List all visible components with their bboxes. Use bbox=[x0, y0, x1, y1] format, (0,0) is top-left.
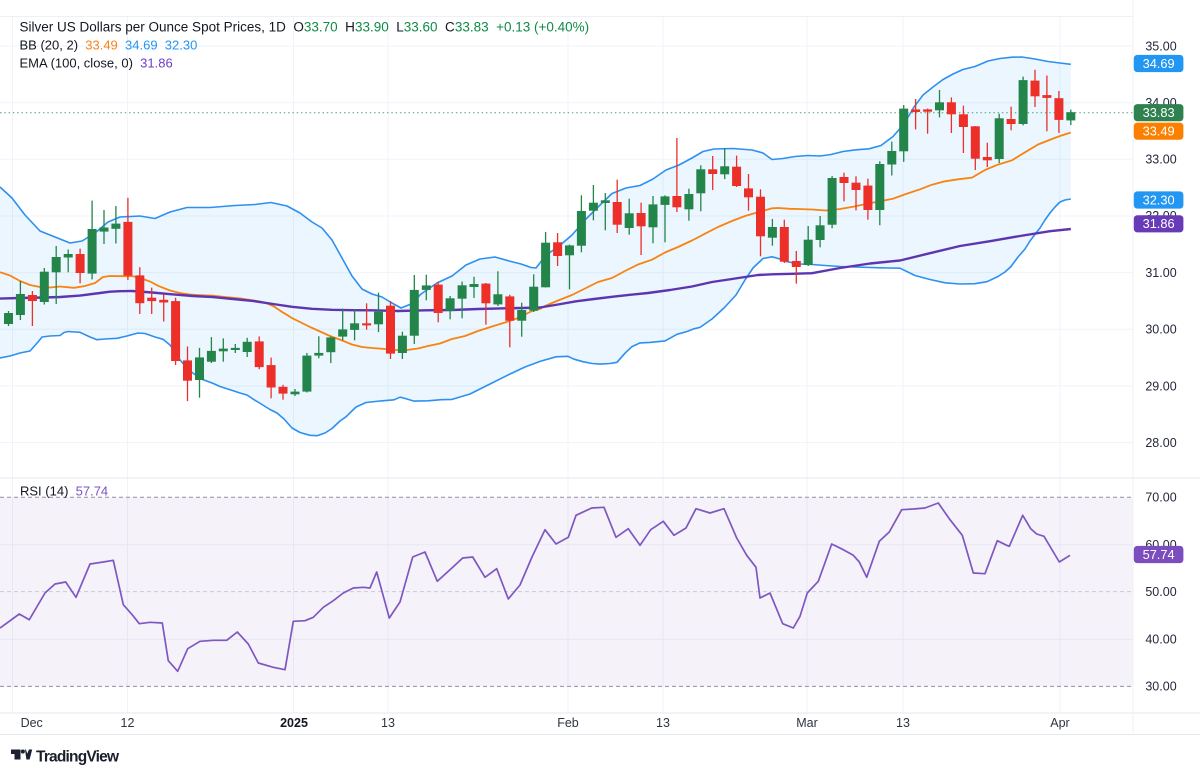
svg-text:EMA (100, close, 0) 31.86: EMA (100, close, 0) 31.86 bbox=[20, 56, 173, 71]
svg-text:2025: 2025 bbox=[280, 716, 308, 730]
svg-text:30.00: 30.00 bbox=[1145, 680, 1176, 694]
svg-text:35.00: 35.00 bbox=[1145, 39, 1176, 53]
svg-text:RSI (14) 57.74: RSI (14) 57.74 bbox=[20, 484, 108, 499]
svg-text:31.00: 31.00 bbox=[1145, 266, 1176, 280]
svg-text:Feb: Feb bbox=[557, 716, 579, 730]
svg-text:57.74: 57.74 bbox=[1143, 547, 1175, 562]
svg-text:13: 13 bbox=[381, 716, 395, 730]
svg-text:50.00: 50.00 bbox=[1145, 585, 1176, 599]
svg-text:31.86: 31.86 bbox=[1143, 216, 1175, 231]
svg-text:Silver US Dollars per Ounce Sp: Silver US Dollars per Ounce Spot Prices,… bbox=[20, 20, 590, 35]
svg-text:13: 13 bbox=[896, 716, 910, 730]
svg-text:34.69: 34.69 bbox=[1143, 56, 1175, 71]
svg-text:Apr: Apr bbox=[1050, 716, 1069, 730]
svg-text:33.00: 33.00 bbox=[1145, 153, 1176, 167]
svg-text:33.49: 33.49 bbox=[1143, 124, 1175, 139]
svg-text:40.00: 40.00 bbox=[1145, 633, 1176, 647]
svg-text:TradingView: TradingView bbox=[36, 748, 120, 765]
svg-text:Dec: Dec bbox=[21, 716, 43, 730]
svg-text:28.00: 28.00 bbox=[1145, 436, 1176, 450]
svg-text:12: 12 bbox=[121, 716, 135, 730]
svg-text:Mar: Mar bbox=[796, 716, 818, 730]
svg-text:BB (20, 2) 33.49 34.69 32.3: BB (20, 2) 33.49 34.69 32.30 bbox=[20, 38, 198, 53]
svg-text:30.00: 30.00 bbox=[1145, 323, 1176, 337]
svg-text:13: 13 bbox=[656, 716, 670, 730]
svg-text:33.83: 33.83 bbox=[1143, 105, 1175, 120]
svg-text:29.00: 29.00 bbox=[1145, 379, 1176, 393]
svg-text:70.00: 70.00 bbox=[1145, 491, 1176, 505]
svg-text:32.30: 32.30 bbox=[1143, 192, 1175, 207]
